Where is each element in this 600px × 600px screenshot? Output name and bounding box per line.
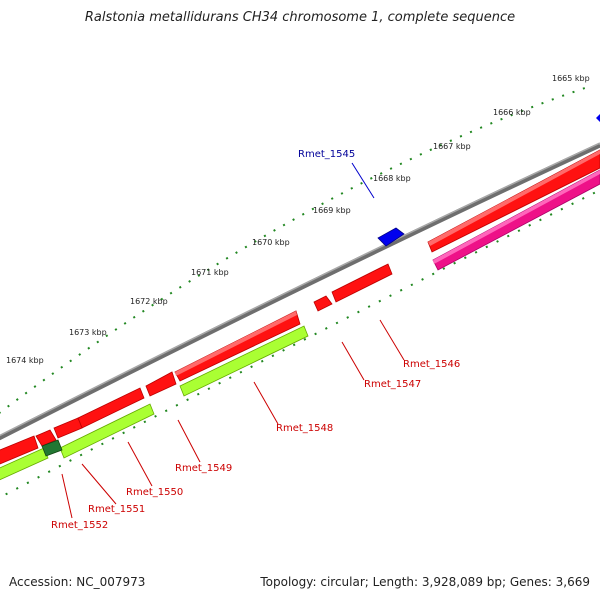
gene-rmet-1551[interactable] — [53, 417, 83, 439]
kbp-label: 1666 kbp — [493, 108, 531, 117]
gene-rmet-1546[interactable] — [331, 263, 393, 303]
gene-label[interactable]: Rmet_1552 — [51, 520, 108, 531]
chromosome-backbone — [0, 142, 600, 441]
gene-rmet-1552[interactable] — [35, 429, 57, 447]
gene-label[interactable]: Rmet_1547 — [364, 379, 421, 390]
gene-labels: Rmet_1545 Rmet_1546 Rmet_1547 Rmet_1548 … — [51, 149, 460, 531]
pink-track — [432, 169, 600, 271]
kbp-label: 1674 kbp — [6, 356, 44, 365]
kbp-label: 1670 kbp — [252, 238, 290, 247]
green-track — [0, 325, 309, 482]
gene-label[interactable]: Rmet_1548 — [276, 423, 333, 434]
gene-rmet-1547[interactable] — [313, 295, 333, 312]
genome-summary: Topology: circular; Length: 3,928,089 bp… — [260, 575, 590, 589]
kbp-label: 1673 kbp — [69, 328, 107, 337]
gene-label[interactable]: Rmet_1546 — [403, 359, 460, 370]
kbp-label: 1665 kbp — [552, 74, 590, 83]
gene-rmet-1545[interactable] — [377, 227, 405, 247]
inner-ruler — [0, 189, 600, 499]
gene-label[interactable]: Rmet_1549 — [175, 463, 232, 474]
gene-label[interactable]: Rmet_1551 — [88, 504, 145, 515]
kbp-label: 1671 kbp — [191, 268, 229, 277]
gene-label[interactable]: Rmet_1545 — [298, 149, 355, 160]
kbp-label: 1668 kbp — [373, 174, 411, 183]
map-title: Ralstonia metallidurans CH34 chromosome … — [84, 10, 516, 25]
gene-green-2[interactable] — [59, 403, 155, 459]
outer-ruler — [0, 87, 586, 414]
kbp-label: 1669 kbp — [313, 206, 351, 215]
kbp-labels: 1665 kbp 1666 kbp 1667 kbp 1668 kbp 1669… — [6, 74, 590, 365]
callout-lines — [61, 162, 405, 519]
blue-marker-edge — [596, 114, 600, 122]
accession-label: Accession: NC_007973 — [9, 575, 146, 589]
gene-green-3[interactable] — [0, 447, 49, 482]
gene-label[interactable]: Rmet_1550 — [126, 487, 183, 498]
forward-strand-genes — [0, 149, 600, 466]
gene-green-1[interactable] — [179, 325, 309, 397]
gene-left-partial[interactable] — [0, 435, 39, 466]
kbp-label: 1672 kbp — [130, 297, 168, 306]
gene-rmet-1549[interactable] — [145, 371, 177, 397]
gene-dark-green[interactable] — [41, 439, 63, 457]
kbp-label: 1667 kbp — [433, 142, 471, 151]
